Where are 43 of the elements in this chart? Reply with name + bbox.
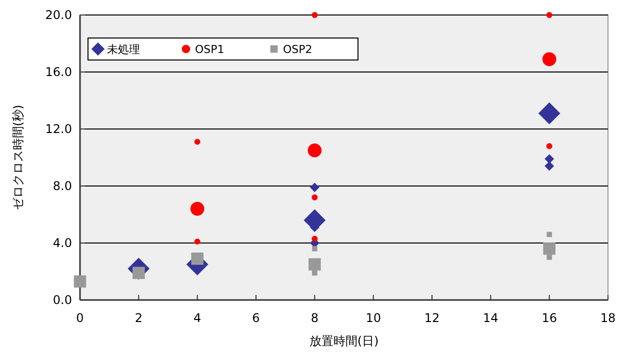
- point: [538, 102, 560, 124]
- x-axis-title: 放置時間(日): [309, 334, 379, 348]
- point: [190, 202, 204, 216]
- point: [308, 143, 322, 158]
- point: [546, 143, 552, 150]
- y-tick-label: 0.0: [52, 293, 72, 307]
- x-tick-label: 4: [194, 311, 202, 325]
- y-tick-label: 20.0: [45, 8, 72, 22]
- point: [308, 258, 321, 270]
- legend-label: OSP1: [195, 43, 224, 56]
- point: [546, 254, 552, 260]
- x-tick-label: 12: [424, 311, 440, 325]
- y-tick-label: 16.0: [45, 65, 72, 79]
- x-tick-label: 6: [252, 311, 260, 325]
- point: [542, 52, 556, 66]
- x-tick-label: 10: [366, 311, 381, 325]
- point: [544, 154, 554, 164]
- point: [74, 275, 86, 288]
- x-tick-label: 2: [134, 311, 142, 325]
- point: [312, 270, 318, 276]
- point: [546, 12, 552, 18]
- point: [312, 12, 318, 18]
- y-axis-title: ゼロクロス時間(秒): [11, 104, 25, 210]
- point: [312, 236, 318, 242]
- point: [194, 238, 200, 245]
- legend-label: 未処理: [107, 43, 140, 56]
- legend-label: OSP2: [283, 43, 312, 56]
- y-tick-label: 8.0: [52, 179, 72, 193]
- y-tick-label: 12.0: [45, 122, 72, 136]
- point: [194, 138, 200, 145]
- x-tick-label: 8: [310, 311, 318, 325]
- x-tick-label: 0: [76, 311, 84, 325]
- point: [546, 232, 552, 238]
- x-tick-label: 16: [542, 311, 557, 325]
- point: [312, 246, 318, 252]
- x-tick-label: 14: [483, 311, 498, 325]
- point: [312, 194, 318, 200]
- point: [544, 161, 554, 171]
- y-tick-label: 4.0: [52, 236, 72, 250]
- point: [543, 242, 556, 255]
- point: [310, 182, 320, 192]
- x-tick-label: 18: [600, 311, 616, 325]
- point: [191, 252, 204, 265]
